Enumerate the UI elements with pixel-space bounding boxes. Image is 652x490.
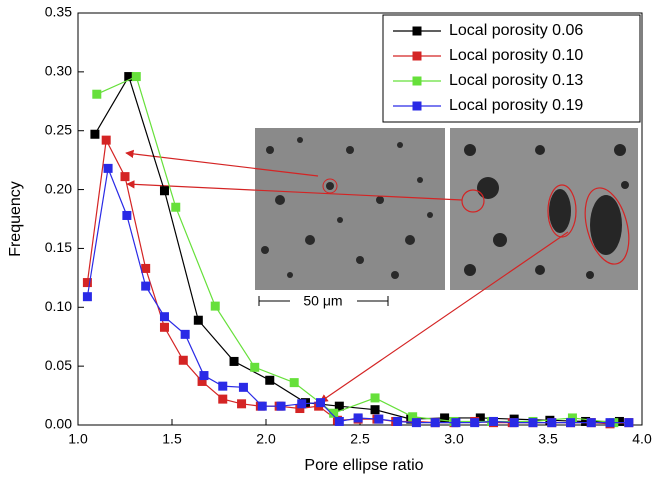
legend-marker xyxy=(412,51,422,61)
data-point xyxy=(141,263,151,273)
x-tick-label: 4.0 xyxy=(632,431,652,447)
data-point xyxy=(295,404,305,414)
y-tick-label: 0.35 xyxy=(45,4,72,20)
data-point xyxy=(581,416,591,426)
y-tick-label: 0.25 xyxy=(45,121,72,137)
scale-bar-label: 50 μm xyxy=(303,293,342,309)
data-point xyxy=(218,394,228,404)
data-point xyxy=(101,135,111,145)
data-point xyxy=(289,378,299,388)
data-point xyxy=(238,382,248,392)
y-tick-label: 0.00 xyxy=(45,416,72,432)
data-point xyxy=(178,355,188,365)
x-tick-label: 2.5 xyxy=(350,431,370,447)
legend-marker xyxy=(412,26,422,36)
data-point xyxy=(82,278,92,288)
data-point xyxy=(430,418,440,428)
y-tick-label: 0.10 xyxy=(45,298,72,314)
x-tick-label: 3.0 xyxy=(444,431,464,447)
legend-label: Local porosity 0.13 xyxy=(449,72,583,89)
legend-label: Local porosity 0.19 xyxy=(449,97,583,114)
data-point xyxy=(470,418,480,428)
data-point xyxy=(440,413,450,423)
data-point xyxy=(475,413,485,423)
data-point xyxy=(567,413,577,423)
data-point xyxy=(297,399,307,409)
y-tick-label: 0.15 xyxy=(45,239,72,255)
x-tick-label: 1.5 xyxy=(162,431,182,447)
data-point xyxy=(614,416,624,426)
data-point xyxy=(566,418,576,428)
data-point xyxy=(488,416,498,426)
y-tick-label: 0.20 xyxy=(45,180,72,196)
sem-image-left xyxy=(255,128,445,290)
data-point xyxy=(257,401,267,411)
legend-marker xyxy=(412,76,422,86)
data-point xyxy=(180,329,190,339)
data-point xyxy=(218,381,228,391)
data-point xyxy=(103,163,113,173)
legend-label: Local porosity 0.10 xyxy=(449,47,583,64)
data-point xyxy=(408,412,418,422)
data-point xyxy=(370,393,380,403)
data-point xyxy=(197,376,207,386)
data-point xyxy=(370,405,380,415)
data-point xyxy=(122,210,132,220)
legend-label: Local porosity 0.06 xyxy=(449,22,583,39)
data-point xyxy=(276,401,286,411)
y-axis-title: Frequency xyxy=(7,181,24,257)
data-point xyxy=(528,418,538,428)
y-tick-label: 0.30 xyxy=(45,63,72,79)
data-point xyxy=(131,72,141,82)
data-point xyxy=(605,418,615,428)
data-point xyxy=(82,292,92,302)
data-point xyxy=(451,418,461,428)
data-point xyxy=(199,371,209,381)
data-point xyxy=(159,186,169,196)
data-point xyxy=(124,72,134,82)
legend-marker xyxy=(412,101,422,111)
data-point xyxy=(334,401,344,411)
data-point xyxy=(141,281,151,291)
data-point xyxy=(171,202,181,212)
data-point xyxy=(393,416,403,426)
data-point xyxy=(193,315,203,325)
data-point xyxy=(92,89,102,99)
data-point xyxy=(265,375,275,385)
arrows xyxy=(125,149,569,403)
data-point xyxy=(353,413,363,423)
data-point xyxy=(586,418,596,428)
data-point xyxy=(250,362,260,372)
series-line xyxy=(96,75,614,424)
data-point xyxy=(316,398,326,408)
data-point xyxy=(90,129,100,139)
data-point xyxy=(374,414,384,424)
data-point xyxy=(509,418,519,428)
data-point xyxy=(159,322,169,332)
y-tick-label: 0.05 xyxy=(45,357,72,373)
data-point xyxy=(120,172,130,182)
data-point xyxy=(229,356,239,366)
sem-image-right xyxy=(450,128,638,290)
data-point xyxy=(329,408,339,418)
data-point xyxy=(547,418,557,428)
x-tick-label: 1.0 xyxy=(68,431,88,447)
x-tick-label: 2.0 xyxy=(256,431,276,447)
x-axis-title: Pore ellipse ratio xyxy=(304,457,423,474)
data-point xyxy=(159,312,169,322)
legend-box xyxy=(382,14,641,123)
x-tick-label: 3.5 xyxy=(538,431,558,447)
data-point xyxy=(334,416,344,426)
data-point xyxy=(237,399,247,409)
data-point xyxy=(624,418,634,428)
data-point xyxy=(411,418,421,428)
data-point xyxy=(210,301,220,311)
scale-bar xyxy=(258,296,389,306)
